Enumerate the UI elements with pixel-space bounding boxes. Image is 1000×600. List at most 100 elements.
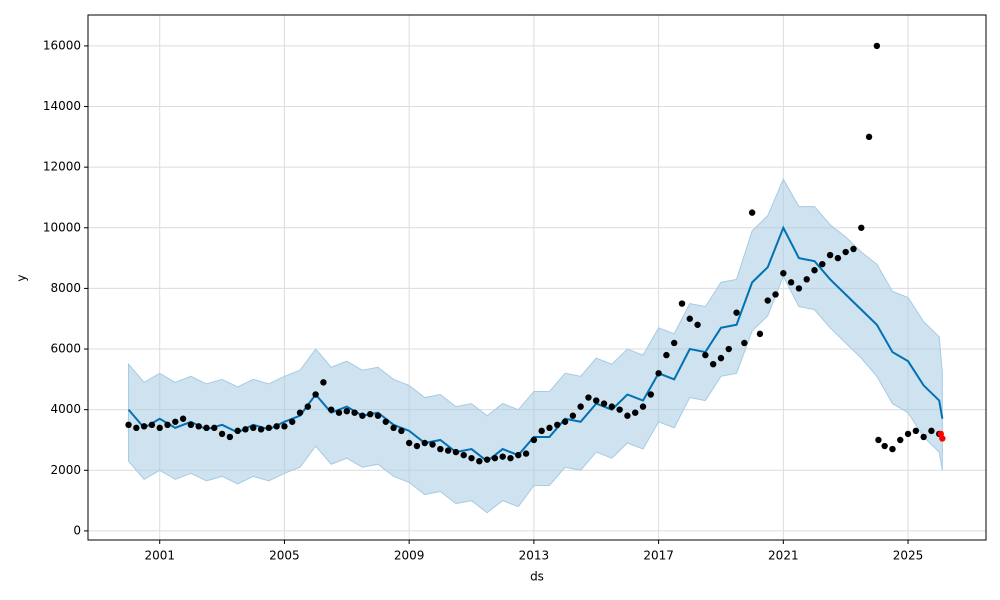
x-tick-label: 2005 [269, 549, 300, 563]
data-point [460, 451, 467, 459]
y-tick-label: 12000 [43, 160, 81, 174]
data-point [826, 251, 834, 259]
data-point [273, 423, 280, 430]
data-point [928, 427, 935, 435]
data-point [741, 339, 748, 347]
data-point [850, 245, 857, 253]
data-point [164, 421, 171, 429]
data-point [717, 354, 725, 362]
data-point [148, 421, 156, 429]
y-tick-label: 2000 [50, 463, 81, 477]
data-point [624, 412, 631, 419]
x-tick-label: 2013 [519, 549, 550, 563]
data-point [522, 450, 530, 457]
data-point [819, 260, 826, 268]
data-point [554, 421, 561, 429]
uncertainty-band [128, 178, 943, 514]
data-point [133, 424, 140, 432]
data-point [483, 456, 491, 463]
y-tick-label: 0 [73, 523, 81, 537]
data-point [912, 427, 920, 435]
data-point [351, 409, 358, 416]
data-point [756, 330, 764, 338]
data-point [663, 351, 670, 359]
data-point [569, 412, 577, 419]
data-point [468, 454, 475, 462]
data-point [702, 351, 709, 359]
data-point [881, 442, 888, 450]
data-point [421, 439, 428, 447]
x-tick-label: 2001 [144, 549, 175, 563]
data-point [476, 457, 483, 465]
data-point [655, 370, 662, 377]
data-point [491, 454, 499, 462]
data-point [639, 403, 647, 410]
data-point [632, 409, 639, 416]
data-point [226, 433, 234, 441]
data-point [366, 411, 374, 418]
data-point [218, 430, 226, 438]
data-point [561, 418, 569, 425]
data-point [312, 391, 319, 398]
data-point [811, 267, 818, 274]
data-point [234, 427, 241, 435]
data-point [515, 451, 522, 459]
y-tick-label: 16000 [43, 38, 81, 52]
data-point [678, 300, 686, 307]
data-point [858, 224, 865, 231]
data-point [156, 424, 163, 432]
y-axis-label: y [15, 274, 29, 281]
data-point [203, 424, 210, 432]
data-point [405, 439, 413, 447]
y-tick-label: 8000 [50, 281, 81, 295]
data-point [585, 394, 592, 401]
data-point [140, 423, 148, 430]
y-tick-label: 6000 [50, 342, 81, 356]
data-point [179, 415, 187, 422]
data-point [172, 418, 179, 425]
data-point [889, 445, 896, 453]
data-point [257, 426, 265, 433]
data-point [187, 421, 195, 429]
x-axis-label: ds [530, 570, 544, 584]
data-point [904, 430, 912, 438]
data-point [593, 397, 600, 404]
data-point [670, 339, 678, 347]
data-point [398, 427, 405, 435]
data-point [875, 436, 882, 444]
plot-frame [87, 14, 987, 541]
data-point [842, 248, 849, 256]
y-tick-label: 10000 [43, 220, 81, 234]
y-tick-label: 4000 [50, 402, 81, 416]
data-point [939, 435, 946, 442]
data-point [897, 436, 904, 444]
data-point [452, 448, 460, 456]
data-point [444, 447, 452, 454]
data-point [390, 424, 397, 432]
data-point [865, 133, 873, 141]
data-point [920, 433, 927, 441]
data-point [873, 42, 881, 50]
data-point [343, 407, 350, 415]
data-point [265, 424, 273, 432]
data-point [437, 445, 444, 453]
data-point [125, 421, 132, 429]
data-point [787, 279, 795, 286]
data-point [608, 403, 616, 410]
data-point [281, 423, 288, 430]
data-point [507, 454, 514, 462]
data-point [686, 315, 693, 322]
data-point [600, 400, 608, 407]
data-point [733, 309, 740, 316]
data-point [546, 424, 553, 432]
data-point [296, 409, 304, 416]
data-point [289, 418, 296, 425]
data-point [382, 418, 389, 425]
data-point [429, 441, 436, 448]
data-point [725, 345, 732, 353]
data-point [304, 403, 312, 410]
x-tick-label: 2017 [643, 549, 674, 563]
data-point [709, 360, 717, 368]
